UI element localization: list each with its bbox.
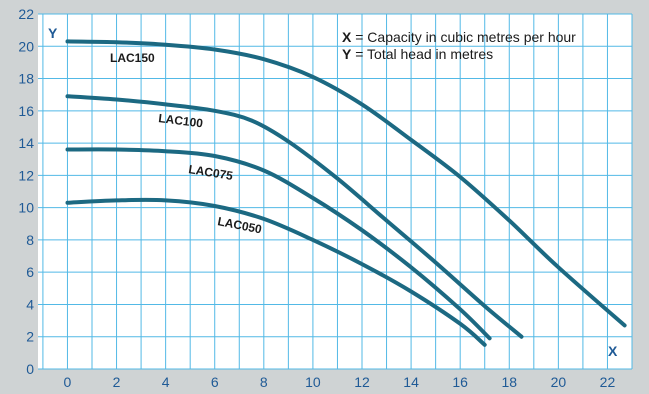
x-tick-label: 4 xyxy=(162,374,170,390)
series-label-lac100: LAC100 xyxy=(158,111,204,130)
y-tick-label: 16 xyxy=(18,103,34,119)
legend-key-y: Y xyxy=(342,46,352,62)
x-tick-label: 12 xyxy=(354,374,370,390)
series-label-lac150: LAC150 xyxy=(110,51,155,65)
legend-text-x: = Capacity in cubic metres per hour xyxy=(351,29,576,45)
series-lines xyxy=(65,39,627,347)
x-tick-label: 10 xyxy=(305,374,321,390)
y-tick-label: 10 xyxy=(18,200,34,216)
y-tick-label: 2 xyxy=(26,329,34,345)
x-axis-letter: X xyxy=(608,343,618,359)
legend-key-x: X xyxy=(342,29,352,45)
x-tick-label: 18 xyxy=(501,374,517,390)
y-tick-label: 12 xyxy=(18,167,34,183)
legend-text-y: = Total head in metres xyxy=(351,46,493,62)
series-line-lac075 xyxy=(65,147,492,341)
y-tick-label: 18 xyxy=(18,71,34,87)
x-tick-label: 2 xyxy=(113,374,121,390)
x-tick-label: 8 xyxy=(260,374,268,390)
y-tick-label: 14 xyxy=(18,135,34,151)
plot-area xyxy=(38,14,632,369)
series-line-lac050 xyxy=(65,197,487,347)
x-tick-label: 6 xyxy=(211,374,219,390)
y-tick-label: 0 xyxy=(26,361,34,377)
series-label-lac075: LAC075 xyxy=(188,162,235,183)
x-tick-label: 14 xyxy=(403,374,419,390)
x-tick-label: 16 xyxy=(452,374,468,390)
legend-entry-y: Y = Total head in metres xyxy=(342,46,493,62)
series-line-lac100 xyxy=(65,94,524,339)
x-tick-label: 22 xyxy=(600,374,616,390)
y-tick-label: 6 xyxy=(26,264,34,280)
tick-labels: 0 2 4 6 8 10 12 14 16 18 20 22 0 2 4 6 8 10 12 14 16 18 20 22 xyxy=(18,6,615,390)
x-tick-label: 0 xyxy=(64,374,72,390)
x-tick-label: 20 xyxy=(551,374,567,390)
legend-entry-x: X = Capacity in cubic metres per hour xyxy=(342,29,576,45)
y-tick-label: 8 xyxy=(26,232,34,248)
y-axis-letter: Y xyxy=(48,25,58,41)
legend: X = Capacity in cubic metres per hour Y … xyxy=(342,29,576,62)
y-tick-label: 22 xyxy=(18,6,34,22)
grid xyxy=(38,13,633,370)
series-line-lac150 xyxy=(65,39,627,328)
y-tick-label: 20 xyxy=(18,38,34,54)
y-tick-label: 4 xyxy=(26,296,34,312)
